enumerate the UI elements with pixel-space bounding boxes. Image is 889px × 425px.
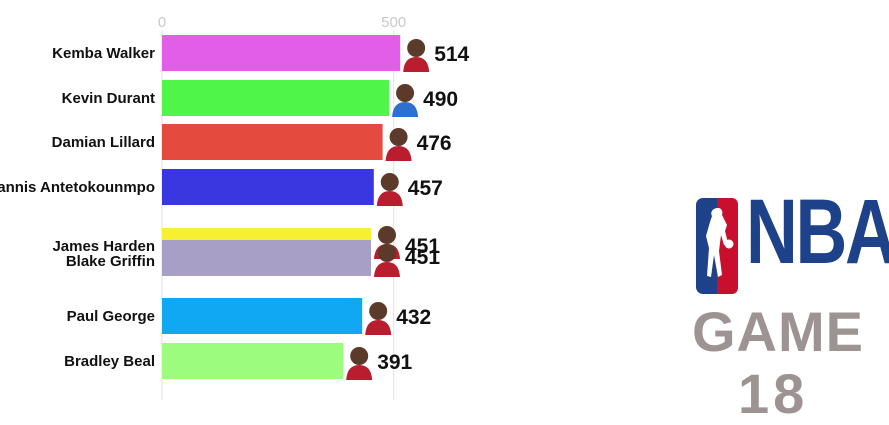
bar <box>162 80 390 116</box>
category-label: James Harden <box>52 238 155 255</box>
player-headshot-icon <box>346 347 373 380</box>
bar <box>162 35 401 71</box>
category-label: Damian Lillard <box>52 134 155 151</box>
bar <box>162 228 371 240</box>
category-label: Giannis Antetokounmpo <box>0 179 155 196</box>
bar <box>162 240 371 276</box>
nba-logo-icon <box>696 198 738 294</box>
player-headshot-icon <box>392 84 419 117</box>
category-label: Bradley Beal <box>64 353 155 370</box>
player-headshot-icon <box>385 128 412 161</box>
player-headshot-icon <box>373 244 400 277</box>
player-headshot-icon <box>376 173 403 206</box>
bar-chart: 0 500 Kemba Walker 514 Kevin Durant 490 Damian… <box>0 14 470 400</box>
x-tick-label: 500 <box>381 14 406 31</box>
value-label: 432 <box>396 306 431 329</box>
game-number: 18 <box>738 362 809 425</box>
value-label: 451 <box>405 246 440 269</box>
player-headshot-icon <box>365 302 392 335</box>
category-label: Kemba Walker <box>52 45 155 62</box>
x-tick-label: 0 <box>158 14 166 31</box>
nba-logo-block: NBA GAME 18 <box>690 186 889 422</box>
category-label: Blake Griffin <box>66 253 155 270</box>
value-label: 391 <box>377 351 412 374</box>
bar <box>162 298 363 334</box>
value-label: 451 <box>405 235 440 258</box>
nba-wordmark: NBA <box>746 181 889 283</box>
bar <box>162 169 374 205</box>
bar <box>162 343 344 379</box>
value-label: 457 <box>408 177 443 200</box>
value-label: 514 <box>434 43 469 66</box>
game-label: GAME <box>692 300 864 363</box>
category-label: Kevin Durant <box>62 90 155 107</box>
category-label: Paul George <box>67 308 155 325</box>
value-label: 476 <box>417 132 452 155</box>
player-headshot-icon <box>403 39 430 72</box>
bar <box>162 124 383 160</box>
value-label: 490 <box>423 88 458 111</box>
